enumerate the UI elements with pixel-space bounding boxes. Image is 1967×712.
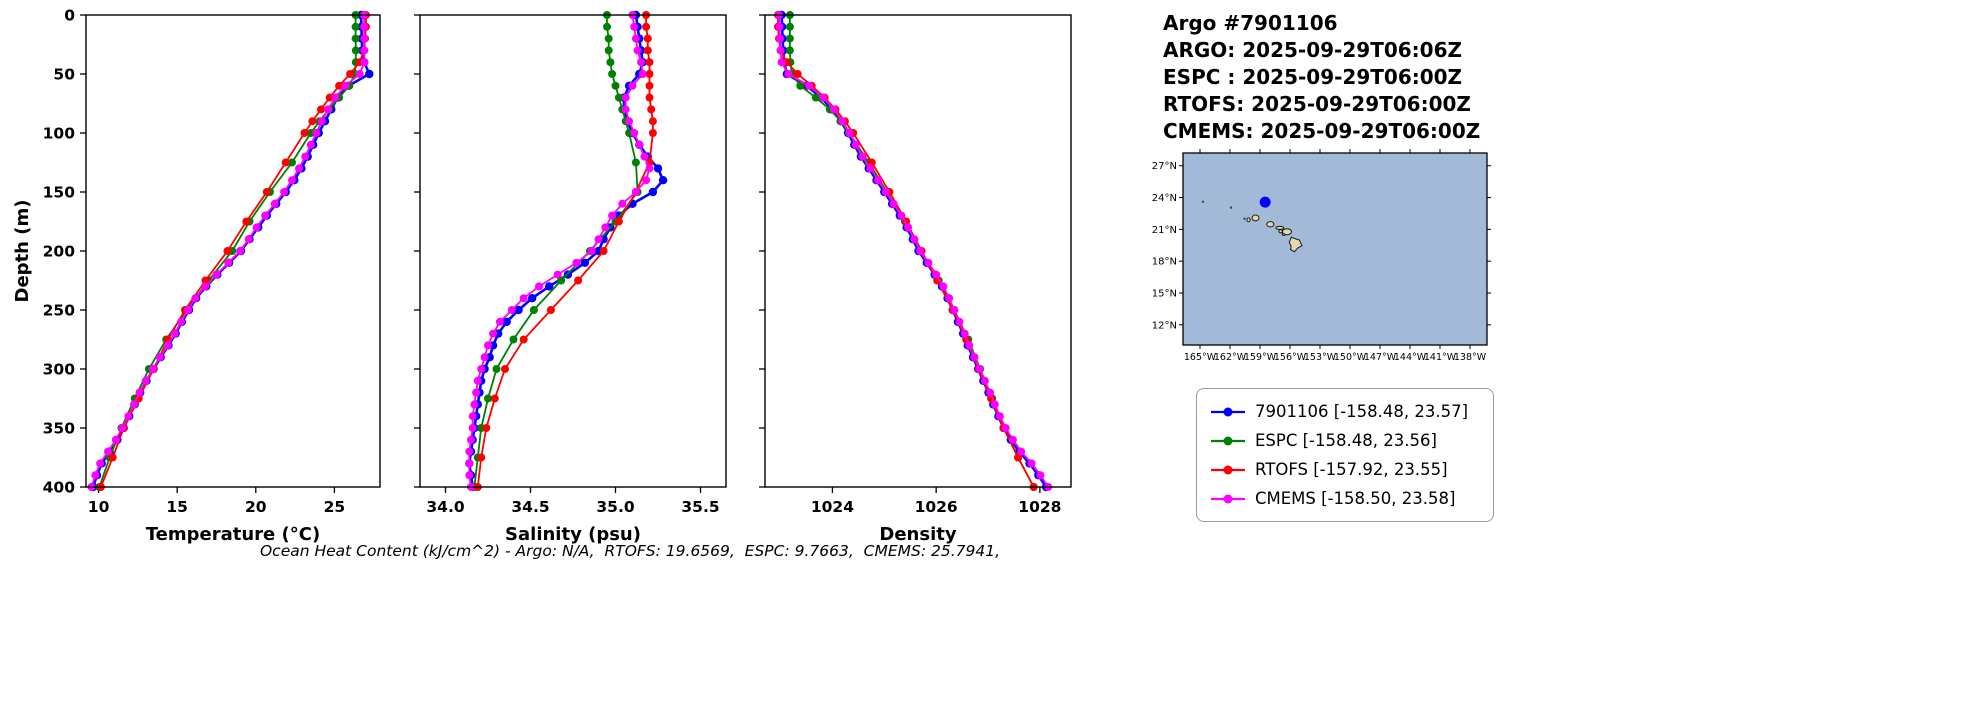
temperature-xtick: 15 [166,498,188,516]
temperature-xtick: 10 [88,498,110,516]
map-lat-tick: 27°N [1152,161,1177,172]
depth-ytick: 350 [43,420,76,438]
legend-label: ESPC [-158.48, 23.56] [1255,431,1437,450]
depth-ytick: 150 [43,184,76,202]
legend-label: 7901106 [-158.48, 23.57] [1255,402,1469,421]
map-lon-tick: 138°W [1454,352,1487,363]
CMEMS-temperature-markers [87,11,369,491]
CMEMS-salinity-markers [465,11,654,491]
map-frame [1182,152,1488,346]
legend-label: CMEMS [-158.50, 23.58] [1255,489,1456,508]
legend-marker-icon [1211,407,1245,416]
map-lat-tick: 12°N [1152,320,1177,331]
temperature-axis-label: Temperature (°C) [146,524,320,545]
map-lon-tick: 156°W [1274,352,1307,363]
7901106-density-line [780,14,1048,488]
density-xtick: 1024 [811,498,854,516]
float-position-marker [1259,196,1271,208]
legend-marker-icon [1211,436,1245,445]
map-lon-tick: 141°W [1424,352,1457,363]
salinity-xtick: 34.0 [426,498,464,516]
map-lat-tick: 18°N [1152,257,1177,268]
map-lon-tick: 147°W [1364,352,1397,363]
salinity-xtick: 34.5 [511,498,549,516]
density-xtick: 1026 [915,498,958,516]
salinity-frame [419,14,727,488]
temperature-panel: 10 15 20 25050100150200250300350400Temperat… [43,7,381,545]
depth-ytick: 400 [43,479,76,497]
legend: 7901106 [-158.48, 23.57] ESPC [-158.48, 2… [1196,388,1494,522]
legend-item-rtofs: RTOFS [-157.92, 23.55] [1209,455,1481,484]
location-map: 165°W162°W159°W156°W153°W150°W147°W144°W… [1152,149,1491,363]
CMEMS-salinity-line [468,14,651,488]
salinity-xtick: 35.0 [596,498,634,516]
rtofs-timestamp: RTOFS: 2025-09-29T06:00Z [1163,92,1471,116]
legend-item-7901106: 7901106 [-158.48, 23.57] [1209,397,1481,426]
CMEMS-density-line [778,14,1049,488]
depth-ytick: 50 [53,66,75,84]
depth-ytick: 100 [43,125,76,143]
temperature-xtick: 20 [245,498,267,516]
salinity-axis-label: Salinity (psu) [505,524,641,545]
map-ocean [1183,153,1487,345]
legend-label: RTOFS [-157.92, 23.55] [1255,460,1448,479]
legend-item-espc: ESPC [-158.48, 23.56] [1209,426,1481,455]
map-lat-tick: 21°N [1152,225,1177,236]
depth-ytick: 250 [43,302,76,320]
map-lon-tick: 153°W [1304,352,1337,363]
legend-marker-icon [1211,465,1245,474]
header-block: Argo #7901106 ARGO: 2025-09-29T06:06Z ES… [1163,10,1480,145]
ocean-heat-content-note: Ocean Heat Content (kJ/cm^2) - Argo: N/A… [259,542,1001,560]
legend-marker-icon [1211,494,1245,503]
map-lon-tick: 144°W [1394,352,1427,363]
map-lat-tick: 15°N [1152,289,1177,300]
density-xtick: 1028 [1018,498,1061,516]
depth-ytick: 0 [64,7,75,25]
cmems-timestamp: CMEMS: 2025-09-29T06:00Z [1163,119,1481,143]
density-panel: 1024 1026 1028 Density [759,10,1072,545]
7901106-density-markers [777,10,1051,492]
salinity-panel: 34.0 34.5 35.0 35.5 Salinity (psu) [414,10,727,545]
big-island [1288,236,1303,253]
density-axis-label: Density [879,524,956,545]
espc-timestamp: ESPC : 2025-09-29T06:00Z [1163,65,1463,89]
temperature-frame [85,14,381,488]
7901106-salinity-markers [465,10,668,492]
map-lat-tick: 24°N [1152,193,1177,204]
temperature-xtick: 25 [324,498,346,516]
CMEMS-density-markers [775,11,1053,491]
hawaiian-islands [1201,200,1303,253]
salinity-xtick: 35.5 [681,498,719,516]
density-frame [764,14,1072,488]
legend-item-cmems: CMEMS [-158.50, 23.58] [1209,484,1481,513]
profile-plots: Depth (m)10 15 20 2505010015020025030035040… [12,7,1072,545]
map-lon-tick: 165°W [1184,352,1217,363]
depth-ytick: 300 [43,361,76,379]
ESPC-salinity-markers [470,11,642,491]
map-lon-tick: 150°W [1334,352,1367,363]
depth-axis-label: Depth (m) [12,200,33,303]
depth-ytick: 200 [43,243,76,261]
argo-timestamp: ARGO: 2025-09-29T06:06Z [1163,38,1462,62]
map-lon-tick: 159°W [1244,352,1277,363]
map-lon-tick: 162°W [1214,352,1247,363]
figure-title: Argo #7901106 [1163,11,1338,35]
